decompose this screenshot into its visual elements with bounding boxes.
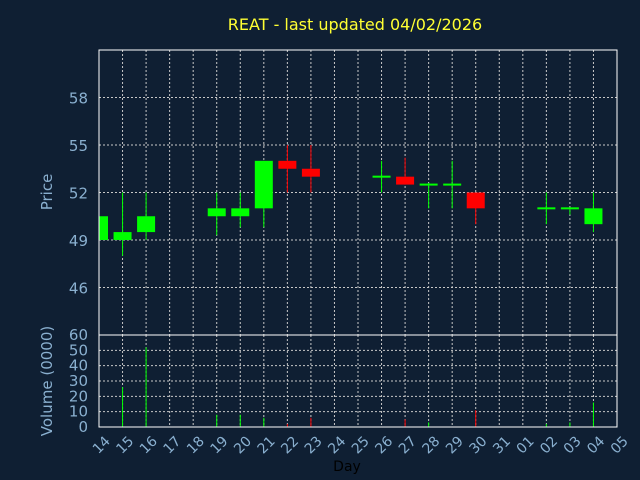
day-axis: 14 15 16 17 18 19 20 21 22 23 24 25 26 27 28 29 30 31 01 02… xyxy=(90,433,632,457)
candle-body xyxy=(443,183,462,186)
candle-body xyxy=(584,208,603,225)
day-tick-label: 24 xyxy=(325,433,349,457)
day-tick-label: 31 xyxy=(490,433,514,457)
price-tick-label: 55 xyxy=(69,137,88,155)
price-grid xyxy=(98,50,618,335)
day-tick-label: 04 xyxy=(584,433,608,457)
day-tick-label: 14 xyxy=(90,433,114,457)
price-tick-label: 52 xyxy=(69,185,88,203)
day-tick-label: 28 xyxy=(419,433,443,457)
volume-tick-label: 30 xyxy=(69,372,88,390)
candle-body xyxy=(372,175,391,178)
price-tick-label: 58 xyxy=(69,90,88,108)
day-tick-label: 22 xyxy=(278,433,302,457)
candle-body xyxy=(301,168,320,177)
day-tick-label: 30 xyxy=(467,433,491,457)
volume-tick-label: 10 xyxy=(69,403,88,421)
day-tick-label: 02 xyxy=(537,433,561,457)
day-tick-label: 25 xyxy=(349,433,373,457)
candle-body xyxy=(113,232,132,240)
price-axis: 46 49 52 55 58 xyxy=(69,90,88,298)
day-tick-label: 18 xyxy=(184,433,208,457)
day-tick-label: 19 xyxy=(208,433,232,457)
price-axis-title: Price xyxy=(38,174,56,211)
candle-body xyxy=(560,207,579,210)
day-axis-title: Day xyxy=(333,459,361,475)
day-tick-label: 03 xyxy=(561,433,585,457)
candle-body xyxy=(254,160,273,209)
day-tick-label: 15 xyxy=(113,433,137,457)
volume-tick-label: 20 xyxy=(69,387,88,405)
volume-tick-label: 0 xyxy=(78,418,88,436)
day-tick-label: 27 xyxy=(396,433,420,457)
candle-body xyxy=(99,216,108,240)
day-tick-label: 17 xyxy=(160,433,184,457)
chart-title: REAT - last updated 04/02/2026 xyxy=(228,15,482,34)
volume-axis-title: Volume (0000) xyxy=(38,326,56,436)
volume-bars xyxy=(122,347,594,427)
price-candles xyxy=(98,145,603,256)
candle-body xyxy=(396,176,415,185)
day-tick-label: 23 xyxy=(302,433,326,457)
candle-body xyxy=(466,192,485,209)
volume-frame xyxy=(98,334,618,428)
candle-body xyxy=(137,216,156,233)
volume-grid xyxy=(98,335,618,427)
price-tick-label: 46 xyxy=(69,280,88,298)
day-tick-label: 29 xyxy=(443,433,467,457)
day-tick-label: 20 xyxy=(231,433,255,457)
volume-tick-label: 60 xyxy=(69,326,88,344)
day-tick-label: 05 xyxy=(608,433,632,457)
volume-tick-label: 50 xyxy=(69,341,88,359)
candle-body xyxy=(419,183,438,186)
day-tick-label: 01 xyxy=(514,433,538,457)
day-tick-label: 21 xyxy=(255,433,279,457)
candle-body xyxy=(207,208,226,217)
candle-body xyxy=(231,208,250,217)
day-tick-label: 26 xyxy=(372,433,396,457)
candle-body xyxy=(278,160,297,169)
volume-tick-label: 40 xyxy=(69,357,88,375)
price-tick-label: 49 xyxy=(69,232,88,250)
candle-body xyxy=(537,207,556,210)
day-tick-label: 16 xyxy=(137,433,161,457)
